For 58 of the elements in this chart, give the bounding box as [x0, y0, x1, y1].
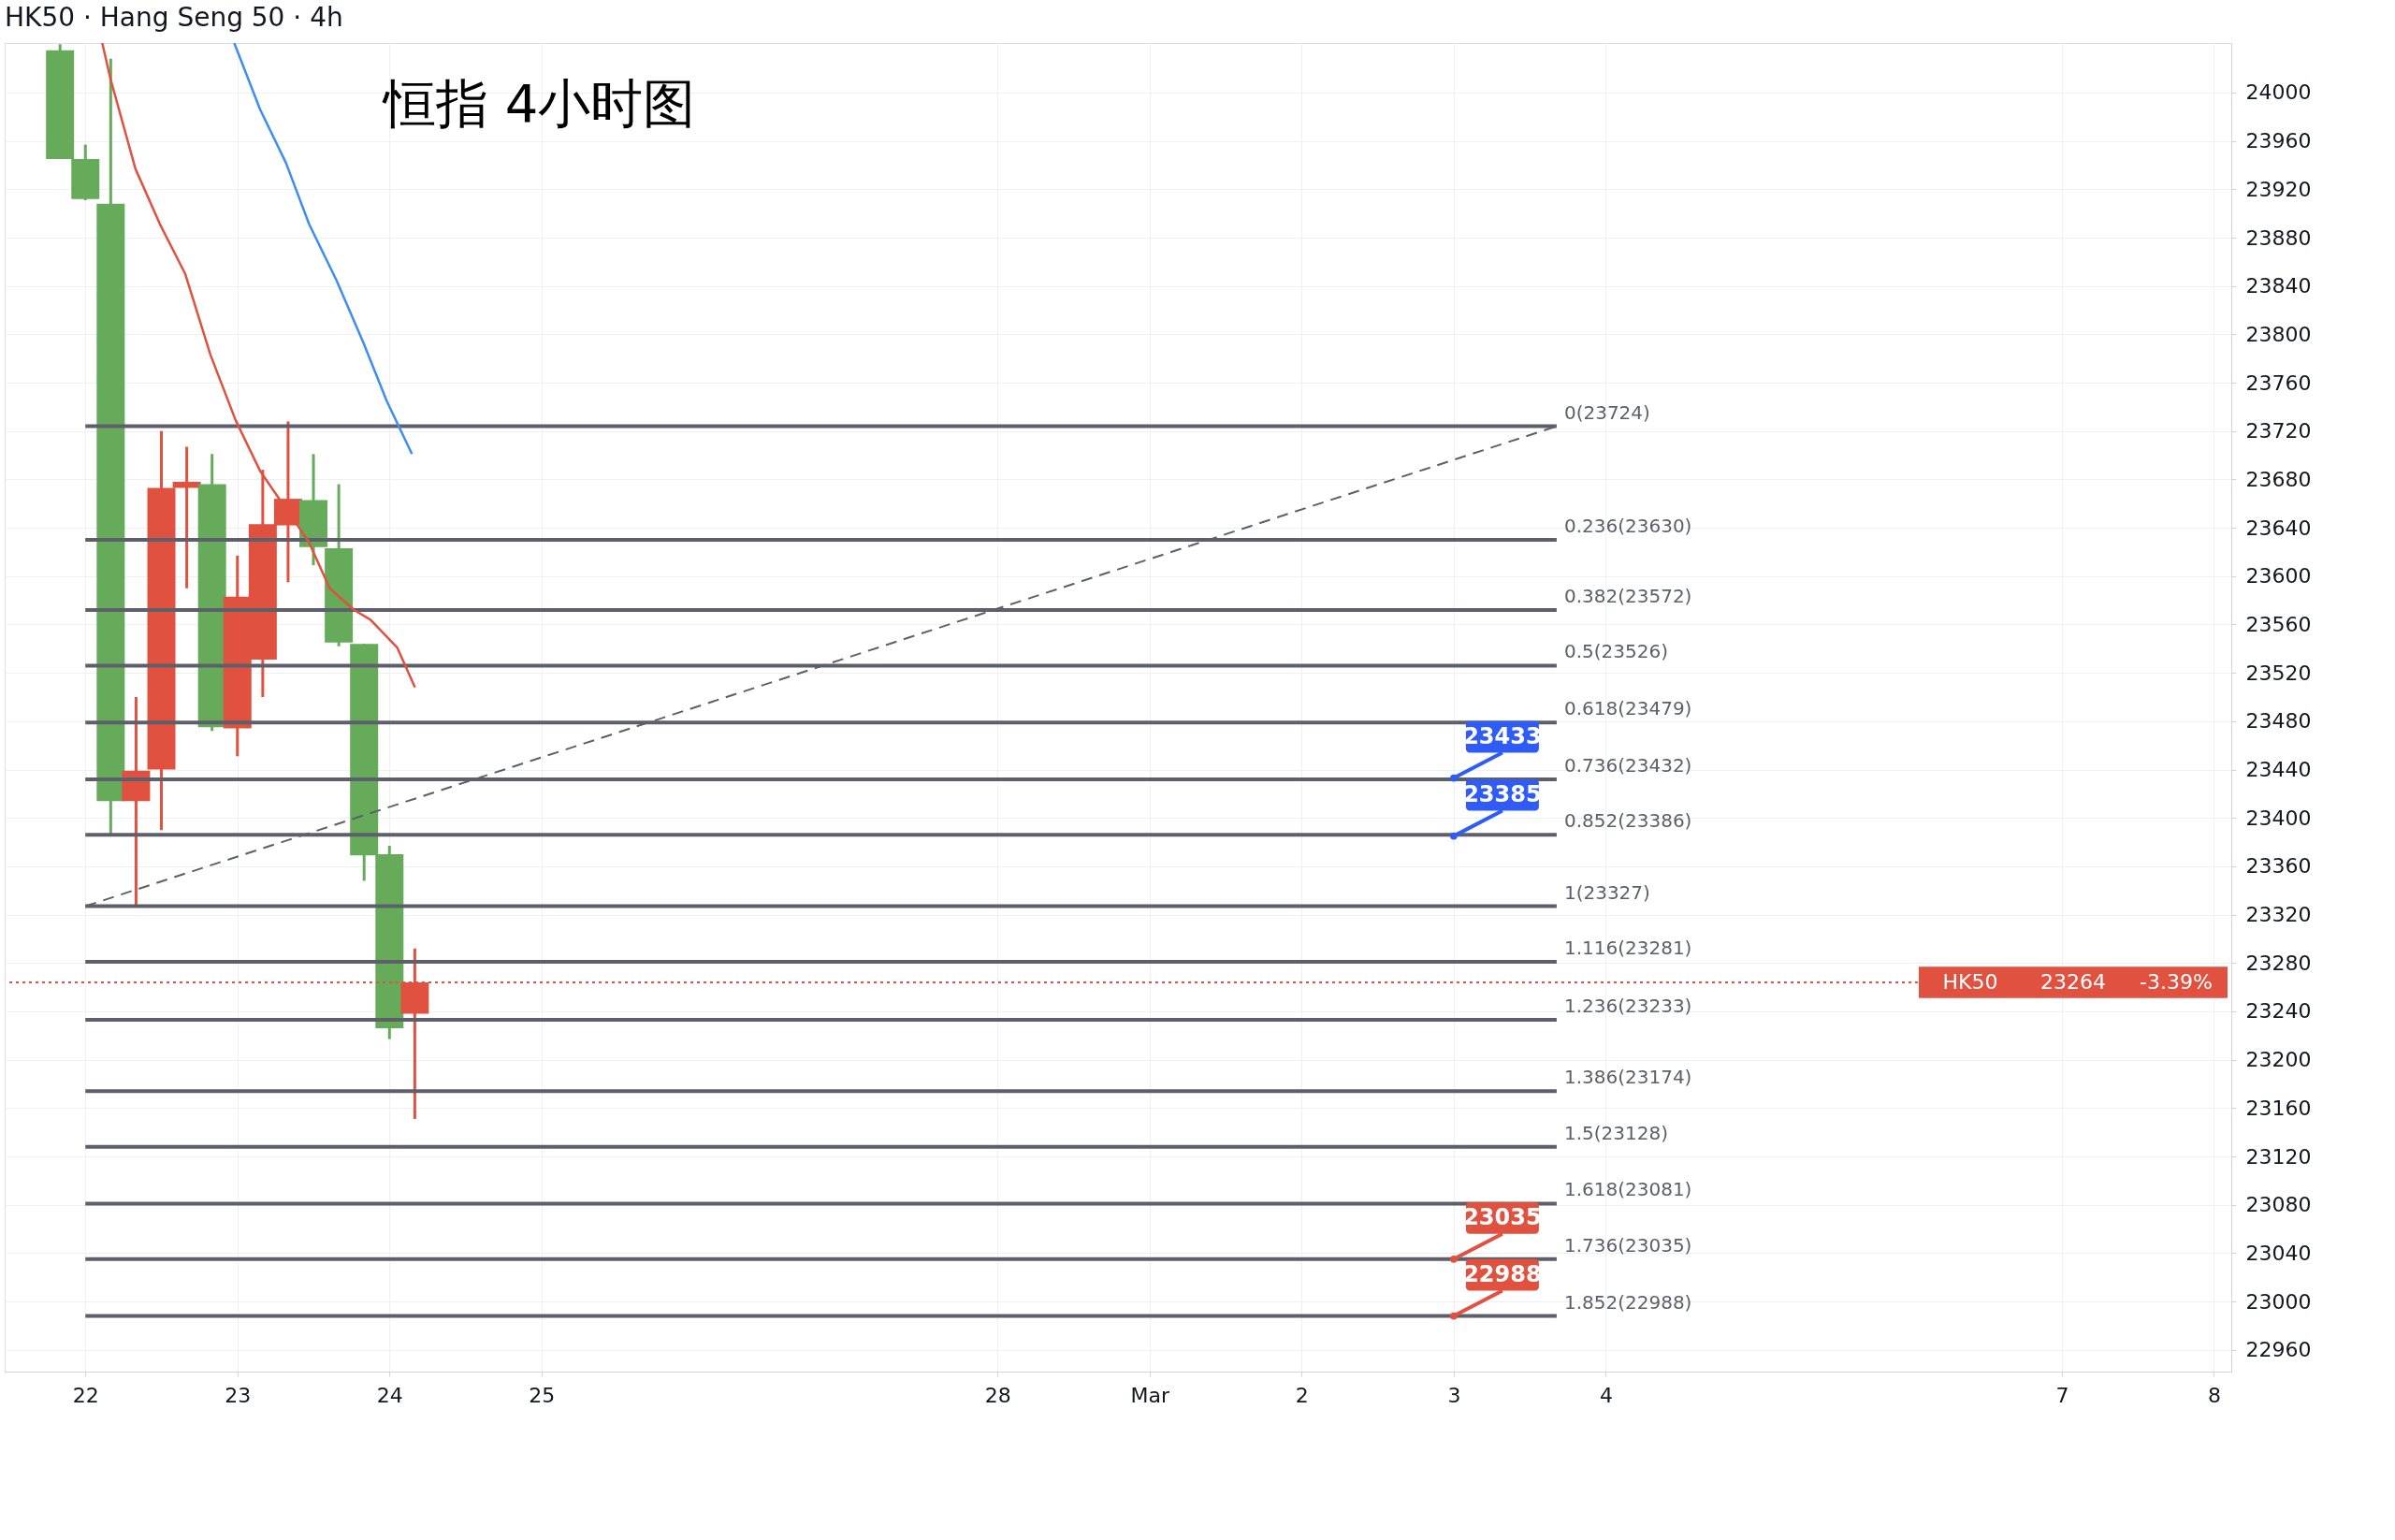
y-tick-label: 23720	[2245, 419, 2312, 443]
x-tick-label: 3	[1447, 1383, 1461, 1407]
ref-line-label: 1.852(22988)	[1563, 1290, 1692, 1314]
x-tick-label: 28	[984, 1383, 1011, 1407]
y-tick-label: 23960	[2245, 129, 2312, 153]
ref-line-label: 1.618(23081)	[1563, 1178, 1692, 1201]
x-tick-label: 4	[1599, 1383, 1613, 1407]
y-tick-label: 23160	[2245, 1096, 2312, 1120]
y-tick-label: 23760	[2245, 370, 2312, 395]
ref-line-label: 1.5(23128)	[1563, 1121, 1668, 1144]
annotation: 23264	[2040, 969, 2106, 994]
ref-line-label: 1(23327)	[1563, 880, 1650, 904]
y-tick-label: 23880	[2245, 225, 2312, 250]
ref-line-label: 0.618(23479)	[1563, 697, 1692, 720]
y-tick-label: 23520	[2245, 661, 2312, 685]
ref-line-label: 1.116(23281)	[1563, 936, 1692, 959]
y-tick-label: 23440	[2245, 758, 2312, 782]
ref-line-label: 0.236(23630)	[1563, 515, 1692, 538]
y-tick-label: 23400	[2245, 806, 2312, 830]
annotation: -3.39%	[2140, 969, 2213, 994]
y-tick-label: 23040	[2245, 1241, 2312, 1265]
y-tick-label: 23800	[2245, 322, 2312, 346]
ref-line-label: 0.852(23386)	[1563, 809, 1692, 833]
x-tick-label: 8	[2207, 1383, 2221, 1407]
y-tick-label: 23480	[2245, 709, 2312, 734]
x-tick-label: 24	[376, 1383, 403, 1407]
x-tick-label: 2	[1295, 1383, 1309, 1407]
y-tick-label: 23600	[2245, 564, 2312, 588]
ref-line-label: 1.386(23174)	[1563, 1066, 1692, 1089]
y-tick-label: 22960	[2245, 1338, 2312, 1362]
ref-line-label: 1.736(23035)	[1563, 1233, 1692, 1257]
ref-line-label: 0.736(23432)	[1563, 753, 1692, 777]
ref-line-label: 0.5(23526)	[1563, 640, 1668, 663]
y-tick-label: 23240	[2245, 999, 2312, 1024]
y-tick-label: 23120	[2245, 1144, 2312, 1169]
y-tick-label: 23200	[2245, 1048, 2312, 1072]
y-tick-label: 23840	[2245, 274, 2312, 298]
x-tick-label: Mar	[1130, 1383, 1171, 1407]
ref-line-label: 1.236(23233)	[1563, 995, 1692, 1017]
x-tick-label: 25	[529, 1383, 556, 1407]
y-tick-label: 23000	[2245, 1289, 2312, 1314]
ref-line-label: 0(23724)	[1563, 400, 1650, 424]
y-tick-label: 23560	[2245, 612, 2312, 636]
y-tick-label: 23920	[2245, 177, 2312, 201]
y-tick-label: 23680	[2245, 467, 2312, 491]
ref-line-label: HK50	[1942, 969, 1998, 994]
ref-line-label: 0.382(23572)	[1563, 584, 1692, 607]
text: 恒指 4小时图	[382, 73, 696, 134]
y-tick-label: 23320	[2245, 903, 2312, 927]
y-tick-label: 23360	[2245, 854, 2312, 879]
y-tick-label: 23640	[2245, 516, 2312, 540]
y-tick-label: 24000	[2245, 80, 2312, 105]
x-tick-label: 23	[225, 1383, 252, 1407]
y-tick-label: 23080	[2245, 1193, 2312, 1217]
x-tick-label: 22	[72, 1383, 99, 1407]
y-tick-label: 23280	[2245, 951, 2312, 975]
chart-title: HK50 · Hang Seng 50 · 4h	[5, 1, 343, 33]
x-tick-label: 7	[2055, 1383, 2069, 1407]
